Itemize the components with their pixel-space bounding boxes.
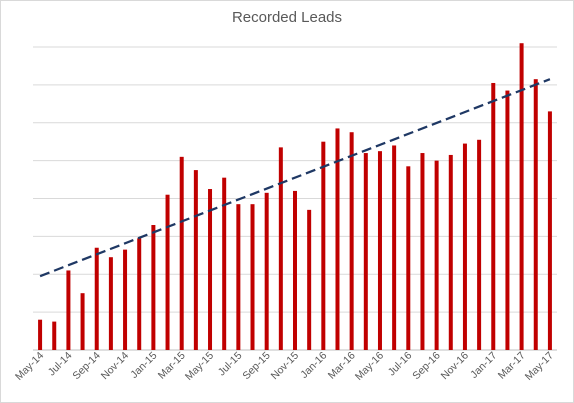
bar [448,154,453,350]
bar [208,189,213,350]
x-tick-label: Nov-14 [99,350,132,383]
bar [179,156,184,350]
bar [278,147,283,350]
x-tick-label: Mar-16 [326,350,358,382]
bar [38,319,43,350]
x-tick-label: Nov-16 [439,350,472,383]
x-tick-label: Jan-17 [468,350,499,381]
chart-title: Recorded Leads [231,9,343,26]
x-tick-label: Mar-17 [496,350,528,382]
bar [547,111,552,350]
bar [406,166,411,350]
x-tick-label: Mar-15 [156,350,188,382]
bar [434,160,439,350]
x-tick-label: Sep-15 [240,350,273,383]
bar [533,79,538,350]
bar [477,139,482,350]
bar [165,194,170,350]
bar [264,192,269,350]
bar [52,321,57,350]
x-tick-label: May-15 [183,350,216,383]
bar [123,249,128,350]
x-tick-label: Jan-15 [128,350,159,381]
bar [137,238,142,350]
bar [80,293,85,350]
x-tick-label: Nov-15 [269,350,302,383]
x-tick-label: May-17 [523,350,556,383]
trendline [39,78,551,278]
bar [462,143,467,350]
bar [505,90,510,351]
bar [491,82,496,350]
bar [335,128,340,350]
x-tick-label: Jan-16 [298,350,329,381]
bar [363,153,368,350]
bar [293,190,297,350]
bar [519,43,524,351]
bar [420,153,425,350]
bar [66,270,71,350]
bar [377,151,382,350]
bar [321,141,326,350]
bar [94,247,99,350]
bar [151,225,156,350]
bar [193,170,198,350]
x-tick-label: May-16 [353,350,386,383]
bar [222,177,227,350]
x-tick-label: May-14 [13,350,46,383]
bar [236,204,241,350]
bar [108,257,113,350]
bar [349,132,354,350]
x-tick-label: Sep-14 [70,350,103,383]
bar [250,204,255,350]
x-tick-label: Sep-16 [410,350,443,383]
bar [392,145,397,350]
bar [307,209,312,350]
